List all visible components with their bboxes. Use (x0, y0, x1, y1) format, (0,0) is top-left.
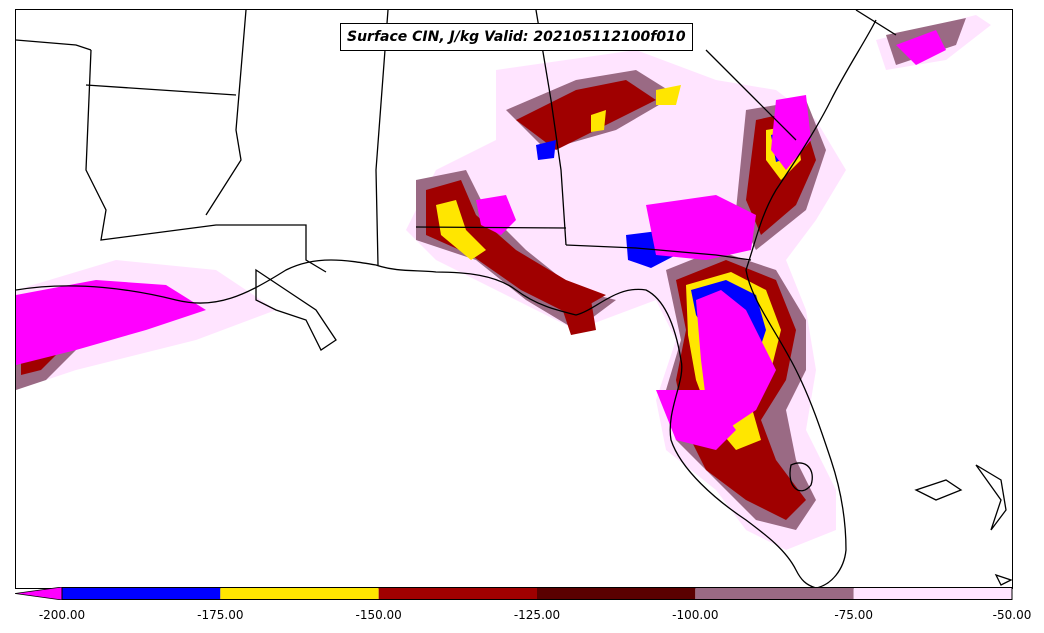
colorbar-tick-label: -100.00 (672, 608, 719, 622)
state-line-al-ga (535, 10, 567, 246)
colorbar-segment (378, 587, 537, 600)
colorbar-segment (220, 587, 379, 600)
cin-map (16, 10, 1012, 588)
colorbar-segment (853, 587, 1012, 600)
state-line-ms-al (375, 10, 389, 266)
coastline-gulf (16, 259, 817, 588)
state-line-la-ms (85, 49, 327, 273)
state-line-ms-tn (85, 84, 237, 96)
state-line-al-fl (415, 226, 567, 229)
colorbar-segment (62, 587, 221, 600)
boundaries (16, 10, 1012, 588)
colorbar-tick-label: -200.00 (38, 608, 86, 622)
coastline-atlantic (745, 19, 877, 588)
map-panel: Surface CIN, J/kg Valid: 202105112100f01… (15, 9, 1013, 589)
colorbar-tick-label: -75.00 (834, 608, 873, 622)
bahamas (914, 464, 1012, 586)
colorbar-outline (61, 587, 1013, 600)
colorbar-segments (62, 587, 1012, 600)
colorbar-tick-label: -125.00 (513, 608, 561, 622)
colorbar-extend-arrow (15, 587, 63, 600)
colorbar-segment (695, 587, 854, 600)
lake-okeechobee (789, 462, 813, 492)
cin-magenta-region (696, 290, 776, 430)
cin-shading (16, 15, 991, 550)
map-title: Surface CIN, J/kg Valid: 202105112100f01… (340, 23, 693, 51)
state-line-ga-fl (565, 244, 752, 261)
state-line-ms-river (205, 10, 247, 216)
state-line-ar-la (16, 39, 92, 51)
colorbar-tick-label: -50.00 (992, 608, 1032, 622)
state-line-ga-sc (705, 49, 797, 141)
colorbar (15, 587, 1013, 600)
colorbar-tick-label: -150.00 (355, 608, 402, 622)
colorbar-segment (537, 587, 696, 600)
state-line-ga-tn (855, 10, 897, 36)
colorbar-tick-label: -175.00 (197, 608, 244, 622)
louisiana-delta (255, 268, 337, 351)
